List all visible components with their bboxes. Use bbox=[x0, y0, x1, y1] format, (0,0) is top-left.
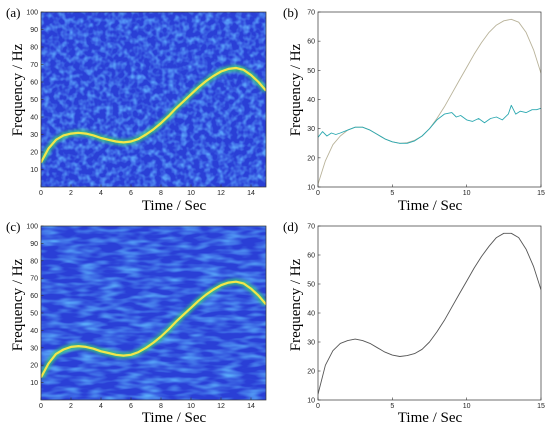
ytick-label-d: 40 bbox=[307, 311, 315, 318]
ytick-label-c: 40 bbox=[30, 328, 38, 335]
ytick-label-a: 70 bbox=[30, 62, 38, 69]
ylabel-d: Frequency / Hz bbox=[288, 258, 304, 351]
plot-area-c: 0 2 4 6 8 10 12 14 10 20 30 40 50 60 70 80 90 100 bbox=[26, 224, 267, 410]
xlabel-d: Time / Sec bbox=[398, 410, 463, 426]
ytick-label-d: 50 bbox=[307, 282, 315, 289]
panel-label-c: (c) bbox=[6, 219, 20, 234]
panel-label-d: (d) bbox=[283, 219, 298, 234]
ylabel-c: Frequency / Hz bbox=[10, 258, 26, 351]
xtick-label-a: 0 bbox=[39, 190, 43, 197]
plot-area-b: 0 5 10 15 10 20 30 40 50 60 70 bbox=[307, 10, 545, 198]
plot-background-b bbox=[318, 12, 541, 187]
ytick-label-c: 80 bbox=[30, 258, 38, 265]
xtick-label-b: 0 bbox=[316, 190, 320, 197]
ytick-label-a: 100 bbox=[26, 10, 38, 17]
xtick-label-d: 15 bbox=[537, 403, 545, 410]
plot-area-a: 0 2 4 6 8 10 12 14 10 20 30 40 50 60 70 80 90 100 bbox=[26, 10, 267, 197]
xtick-label-a: 6 bbox=[129, 190, 133, 197]
ytick-label-c: 20 bbox=[30, 363, 38, 370]
xtick-label-b: 10 bbox=[463, 190, 471, 197]
xtick-label-c: 10 bbox=[187, 403, 195, 410]
ytick-label-d: 30 bbox=[307, 340, 315, 347]
heatmap-noise-a bbox=[41, 12, 266, 187]
ytick-label-c: 50 bbox=[30, 311, 38, 318]
ytick-label-a: 10 bbox=[30, 167, 38, 174]
plot-background-d bbox=[318, 226, 541, 400]
ytick-label-b: 60 bbox=[307, 39, 315, 46]
ytick-label-b: 70 bbox=[307, 10, 315, 17]
ytick-label-a: 50 bbox=[30, 97, 38, 104]
series-line-d-0 bbox=[318, 232, 541, 395]
xlabel-c: Time / Sec bbox=[142, 410, 207, 426]
ytick-label-b: 20 bbox=[307, 155, 315, 162]
xtick-label-a: 12 bbox=[217, 190, 225, 197]
xtick-label-b: 5 bbox=[390, 190, 394, 197]
xtick-label-c: 2 bbox=[69, 403, 73, 410]
ylabel-a: Frequency / Hz bbox=[10, 43, 26, 136]
xtick-label-a: 4 bbox=[99, 190, 103, 197]
plot-area-d: 0 5 10 15 10 20 30 40 50 60 70 bbox=[307, 224, 545, 411]
ytick-label-a: 20 bbox=[30, 150, 38, 157]
xtick-label-c: 0 bbox=[39, 403, 43, 410]
ytick-label-c: 30 bbox=[30, 345, 38, 352]
xtick-label-c: 8 bbox=[159, 403, 163, 410]
xlabel-b: Time / Sec bbox=[398, 198, 463, 214]
panel-a: (a) 0 2 4 6 8 10 12 14 10 20 30 40 50 60 70 80 90 100 Tim… bbox=[6, 5, 267, 214]
panel-c: (c) 0 2 4 6 8 10 12 14 10 20 30 40 50 60 70 80 90 100 Tim… bbox=[6, 219, 267, 426]
ytick-label-b: 30 bbox=[307, 126, 315, 133]
ylabel-b: Frequency / Hz bbox=[288, 43, 304, 136]
xtick-label-c: 12 bbox=[217, 403, 225, 410]
xlabel-a: Time / Sec bbox=[142, 198, 207, 214]
ridge-line-c bbox=[41, 280, 266, 378]
ytick-label-c: 70 bbox=[30, 276, 38, 283]
xtick-label-d: 5 bbox=[390, 403, 394, 410]
xtick-label-a: 2 bbox=[69, 190, 73, 197]
xtick-label-d: 0 bbox=[316, 403, 320, 410]
ytick-label-a: 80 bbox=[30, 45, 38, 52]
heatmap-noise-c bbox=[41, 226, 266, 400]
ytick-label-b: 10 bbox=[307, 185, 315, 192]
xtick-label-c: 14 bbox=[247, 403, 255, 410]
ytick-label-c: 60 bbox=[30, 293, 38, 300]
xtick-label-a: 10 bbox=[187, 190, 195, 197]
panel-d: (d) 0 5 10 15 10 20 30 40 50 60 70 Time / Sec Freq… bbox=[283, 219, 545, 426]
ytick-label-d: 20 bbox=[307, 369, 315, 376]
ytick-label-c: 100 bbox=[26, 224, 38, 231]
ytick-label-b: 50 bbox=[307, 68, 315, 75]
xtick-label-a: 14 bbox=[247, 190, 255, 197]
ytick-label-d: 70 bbox=[307, 224, 315, 231]
xtick-label-d: 10 bbox=[463, 403, 471, 410]
xtick-label-c: 4 bbox=[99, 403, 103, 410]
panel-b: (b) 0 5 10 15 10 20 30 40 50 60 70 Time / Sec Freq… bbox=[283, 5, 545, 214]
ytick-label-a: 90 bbox=[30, 27, 38, 34]
ytick-label-c: 90 bbox=[30, 241, 38, 248]
xtick-label-a: 8 bbox=[159, 190, 163, 197]
ytick-label-d: 60 bbox=[307, 253, 315, 260]
ytick-label-d: 10 bbox=[307, 398, 315, 405]
panel-label-a: (a) bbox=[6, 5, 20, 20]
ytick-label-b: 40 bbox=[307, 97, 315, 104]
ytick-label-a: 30 bbox=[30, 132, 38, 139]
ytick-label-a: 60 bbox=[30, 80, 38, 87]
ridge-line-a bbox=[41, 66, 266, 164]
ytick-label-a: 40 bbox=[30, 115, 38, 122]
xtick-label-c: 6 bbox=[129, 403, 133, 410]
panel-label-b: (b) bbox=[283, 5, 298, 20]
series-line-b-1 bbox=[318, 104, 541, 144]
ytick-label-c: 10 bbox=[30, 380, 38, 387]
xtick-label-b: 15 bbox=[537, 190, 545, 197]
